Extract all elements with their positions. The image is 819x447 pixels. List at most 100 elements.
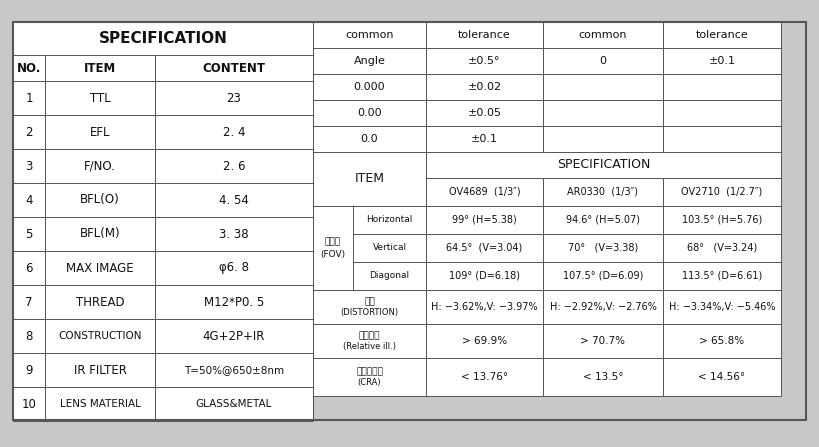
Text: 2. 6: 2. 6 bbox=[223, 160, 245, 173]
Text: OV4689  (1/3″): OV4689 (1/3″) bbox=[448, 187, 520, 197]
Text: ±0.1: ±0.1 bbox=[470, 134, 497, 144]
Text: CONTENT: CONTENT bbox=[202, 62, 265, 75]
Bar bbox=[663, 324, 780, 358]
Bar bbox=[542, 324, 663, 358]
Text: < 14.56°: < 14.56° bbox=[698, 372, 744, 382]
Text: > 70.7%: > 70.7% bbox=[580, 336, 625, 346]
Bar bbox=[313, 74, 426, 100]
Text: M12*P0. 5: M12*P0. 5 bbox=[204, 295, 264, 308]
Bar bbox=[155, 319, 313, 353]
Bar bbox=[352, 234, 426, 262]
Bar bbox=[542, 234, 663, 262]
Text: 0.0: 0.0 bbox=[360, 134, 378, 144]
Bar bbox=[542, 206, 663, 234]
Bar bbox=[155, 217, 313, 251]
Bar bbox=[352, 262, 426, 290]
Text: Diagonal: Diagonal bbox=[369, 271, 409, 281]
Bar bbox=[13, 319, 45, 353]
Bar bbox=[663, 126, 780, 152]
Text: 0.00: 0.00 bbox=[357, 108, 382, 118]
Text: H: −2.92%,V: −2.76%: H: −2.92%,V: −2.76% bbox=[549, 302, 656, 312]
Text: OV2710  (1/2.7″): OV2710 (1/2.7″) bbox=[681, 187, 762, 197]
Text: ±0.02: ±0.02 bbox=[467, 82, 501, 92]
Bar bbox=[155, 115, 313, 149]
Text: ±0.5°: ±0.5° bbox=[468, 56, 500, 66]
Text: 9: 9 bbox=[25, 363, 33, 376]
Bar bbox=[426, 262, 542, 290]
Text: 视场角: 视场角 bbox=[324, 237, 341, 246]
Bar bbox=[45, 319, 155, 353]
Bar bbox=[426, 126, 542, 152]
Text: 3. 38: 3. 38 bbox=[219, 228, 248, 240]
Bar bbox=[313, 100, 426, 126]
Bar bbox=[13, 387, 45, 421]
Text: CONSTRUCTION: CONSTRUCTION bbox=[58, 331, 142, 341]
Bar bbox=[155, 353, 313, 387]
Bar bbox=[542, 358, 663, 396]
Bar bbox=[663, 22, 780, 48]
Bar bbox=[155, 251, 313, 285]
Text: 主光线角度: 主光线角度 bbox=[355, 367, 382, 376]
Text: IR FILTER: IR FILTER bbox=[74, 363, 126, 376]
Bar bbox=[542, 178, 663, 206]
Text: common: common bbox=[578, 30, 627, 40]
Bar bbox=[426, 22, 542, 48]
Text: BFL(O): BFL(O) bbox=[80, 194, 120, 207]
Bar bbox=[426, 74, 542, 100]
Text: 畲变: 畲变 bbox=[364, 298, 374, 307]
Text: 0.000: 0.000 bbox=[353, 82, 385, 92]
Bar bbox=[155, 183, 313, 217]
Bar bbox=[45, 387, 155, 421]
Text: < 13.5°: < 13.5° bbox=[582, 372, 622, 382]
Bar bbox=[45, 55, 155, 81]
Bar bbox=[45, 285, 155, 319]
Bar bbox=[426, 358, 542, 396]
Bar bbox=[155, 387, 313, 421]
Text: > 65.8%: > 65.8% bbox=[699, 336, 744, 346]
Text: Vertical: Vertical bbox=[372, 244, 406, 253]
Text: ±0.1: ±0.1 bbox=[708, 56, 735, 66]
Bar bbox=[13, 217, 45, 251]
Text: 103.5° (H=5.76): 103.5° (H=5.76) bbox=[681, 215, 761, 225]
Bar bbox=[13, 22, 313, 55]
Bar bbox=[13, 149, 45, 183]
Bar bbox=[542, 290, 663, 324]
Text: 8: 8 bbox=[25, 329, 33, 342]
Bar bbox=[663, 178, 780, 206]
Text: ITEM: ITEM bbox=[84, 62, 116, 75]
Text: F/NO.: F/NO. bbox=[84, 160, 115, 173]
Text: 3: 3 bbox=[25, 160, 33, 173]
Bar bbox=[542, 262, 663, 290]
Text: 68°   (V=3.24): 68° (V=3.24) bbox=[686, 243, 756, 253]
Text: ITEM: ITEM bbox=[354, 173, 384, 186]
Text: 2: 2 bbox=[25, 126, 33, 139]
Text: NO.: NO. bbox=[17, 62, 41, 75]
Bar bbox=[313, 48, 426, 74]
Bar bbox=[426, 206, 542, 234]
Bar bbox=[313, 152, 426, 206]
Bar bbox=[13, 183, 45, 217]
Bar bbox=[13, 115, 45, 149]
Bar bbox=[663, 358, 780, 396]
Text: tolerance: tolerance bbox=[695, 30, 748, 40]
Bar bbox=[426, 290, 542, 324]
Text: 4G+2P+IR: 4G+2P+IR bbox=[202, 329, 265, 342]
Bar bbox=[155, 55, 313, 81]
Bar bbox=[426, 178, 542, 206]
Text: TTL: TTL bbox=[89, 92, 111, 105]
Text: 0: 0 bbox=[599, 56, 606, 66]
Text: 99° (H=5.38): 99° (H=5.38) bbox=[451, 215, 516, 225]
Bar bbox=[663, 48, 780, 74]
Text: 5: 5 bbox=[25, 228, 33, 240]
Text: H: −3.62%,V: −3.97%: H: −3.62%,V: −3.97% bbox=[431, 302, 537, 312]
Text: (DISTORTION): (DISTORTION) bbox=[340, 308, 398, 317]
Bar bbox=[45, 115, 155, 149]
Text: (FOV): (FOV) bbox=[320, 249, 345, 258]
Text: 2. 4: 2. 4 bbox=[223, 126, 245, 139]
Text: (Relative ill.): (Relative ill.) bbox=[342, 342, 396, 351]
Text: T=50%@650±8nm: T=50%@650±8nm bbox=[183, 365, 283, 375]
Bar bbox=[45, 251, 155, 285]
Text: SPECIFICATION: SPECIFICATION bbox=[98, 31, 227, 46]
Bar bbox=[426, 152, 780, 178]
Bar bbox=[426, 100, 542, 126]
